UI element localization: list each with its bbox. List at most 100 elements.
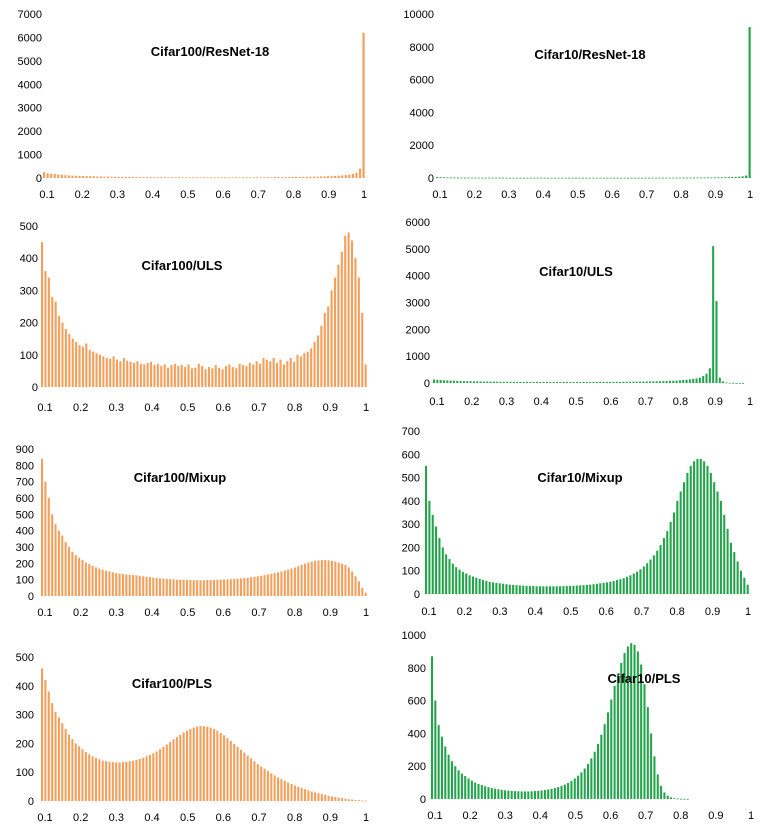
histogram-bar [265,359,268,387]
histogram-bar [710,177,713,179]
histogram-bar [527,791,530,799]
x-tick-label: 1 [747,189,753,201]
histogram-bar [522,585,525,594]
histogram-bar [728,382,731,384]
x-tick-label: 0.8 [669,606,684,618]
histogram-bar [536,177,539,179]
histogram-bar [504,790,507,799]
histogram-bar [623,653,626,799]
histogram-bar [573,778,576,799]
histogram-bar [602,381,605,383]
histogram-bar [652,381,655,383]
histogram-bar [676,798,679,800]
histogram-bar [532,586,535,594]
histogram-bar [554,177,557,179]
histogram-bar [477,783,480,799]
histogram-bar [153,365,156,387]
histogram-bar [682,380,685,383]
histogram-bar [344,175,347,178]
histogram-bar [703,177,706,179]
histogram-bar [533,791,536,799]
histogram-bar [592,584,595,594]
histogram-bar [296,354,299,387]
histogram-bar [94,757,98,801]
histogram-bar [453,177,456,179]
histogram-bar [646,707,649,799]
histogram-bar [337,175,340,178]
histogram-bar [199,726,202,801]
histogram-bar [113,176,117,178]
y-tick-label: 5000 [406,244,430,256]
histogram-bar [679,798,683,800]
histogram-bar [118,762,121,801]
histogram-bar [71,338,74,387]
histogram-bar [347,567,350,596]
y-tick-label: 200 [16,558,34,570]
histogram-bar [644,177,647,179]
histogram-bar [280,779,283,801]
histogram-bar [194,367,197,387]
histogram-bar [490,788,493,799]
histogram-bar [523,791,527,799]
histogram-bar [175,737,178,801]
histogram-bar [460,177,463,179]
histogram-bar [507,790,510,799]
histogram-bar [173,363,176,387]
histogram-bar [682,177,685,179]
x-tick-label: 0.4 [534,396,549,408]
histogram-bar [717,177,720,179]
histogram-bar [519,177,522,179]
histogram-bar [612,381,615,383]
histogram-bar [555,586,558,594]
histogram-bar [111,762,114,801]
histogram-bar [245,366,248,387]
histogram-bar [57,717,60,801]
histogram-bar [350,240,354,387]
histogram-bar [71,175,74,178]
chart-title: Cifar100/PLS [132,676,213,691]
y-tick-label: 800 [16,460,34,472]
histogram-bar [324,794,327,801]
histogram-bar [250,758,253,801]
histogram-bar [446,380,449,383]
y-tick-label: 600 [16,493,34,505]
histogram-bar [276,362,279,387]
histogram-bar [639,381,642,383]
histogram-bar [425,465,428,594]
histogram-bar [129,361,132,387]
y-tick-label: 0 [28,796,34,808]
x-tick-label: 0.3 [110,189,125,201]
y-tick-label: 6000 [410,75,434,87]
histogram-bar [122,358,125,387]
histogram-bar [489,381,492,383]
histogram-bar [344,564,347,596]
histogram-bar [273,177,276,178]
histogram-bar [525,585,528,594]
histogram-bar [220,177,223,179]
y-tick-label: 100 [16,767,34,779]
x-tick-label: 0.2 [457,606,472,618]
histogram-bar [139,363,142,387]
histogram-panel-0: 0 1000 2000 3000 4000 5000 6000 7000 0.1 0.2 0.3 0.… [18,9,368,201]
histogram-bar [441,547,444,594]
y-tick-label: 2000 [18,126,42,138]
histogram-bar [250,577,253,596]
histogram-bar [125,574,128,596]
y-tick-label: 2000 [410,140,434,152]
histogram-bar [333,277,337,387]
histogram-bar [91,756,94,801]
histogram-bar [632,381,635,383]
histogram-bar [92,176,95,178]
histogram-bar [475,577,478,594]
histogram-bar [231,367,234,387]
y-tick-label: 5000 [18,56,42,68]
histogram-bar [354,576,357,596]
histogram-bar [492,381,495,383]
x-tick-label: 0.7 [638,810,653,822]
x-tick-label: 0.3 [109,812,124,824]
histogram-bar [316,335,320,387]
histogram-bar [616,674,619,799]
x-tick-label: 0.6 [215,189,230,201]
histogram-bar [741,176,744,178]
histogram-bar [630,643,633,799]
